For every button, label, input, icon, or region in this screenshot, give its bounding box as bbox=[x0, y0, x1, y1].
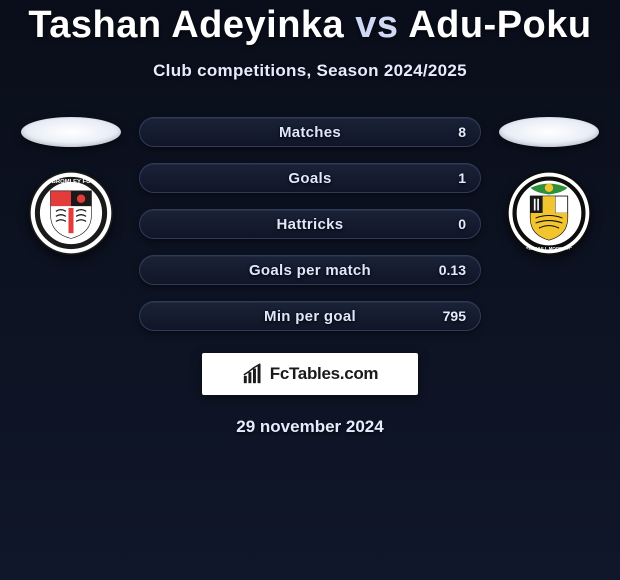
svg-text:SOLIHULL MOORS FC: SOLIHULL MOORS FC bbox=[526, 246, 573, 251]
stat-label: Matches bbox=[279, 124, 341, 141]
right-column: SOLIHULL MOORS FC bbox=[499, 117, 599, 255]
player1-name: Tashan Adeyinka bbox=[28, 4, 344, 46]
player2-name: Adu-Poku bbox=[408, 4, 591, 46]
player1-photo-placeholder bbox=[21, 117, 121, 147]
left-column: BROMLEY FC bbox=[21, 117, 121, 255]
left-club-badge: BROMLEY FC bbox=[29, 171, 113, 255]
stat-row-matches: Matches 8 bbox=[139, 117, 481, 147]
page-title: Tashan Adeyinka vs Adu-Poku bbox=[28, 4, 591, 47]
stat-label: Hattricks bbox=[277, 216, 344, 233]
bar-chart-icon bbox=[242, 363, 264, 385]
vs-word: vs bbox=[355, 4, 398, 46]
stat-row-hattricks: Hattricks 0 bbox=[139, 209, 481, 239]
stat-label: Min per goal bbox=[264, 308, 356, 325]
date-line: 29 november 2024 bbox=[236, 417, 383, 437]
comparison-card: Tashan Adeyinka vs Adu-Poku Club competi… bbox=[0, 0, 620, 437]
main-row: BROMLEY FC Matches 8 Goals 1 Hattri bbox=[0, 117, 620, 331]
player2-photo-placeholder bbox=[499, 117, 599, 147]
stat-value-right: 0.13 bbox=[439, 262, 466, 278]
stat-value-right: 795 bbox=[443, 308, 466, 324]
brand-box: FcTables.com bbox=[202, 353, 418, 395]
brand-text: FcTables.com bbox=[270, 364, 379, 384]
subtitle: Club competitions, Season 2024/2025 bbox=[153, 61, 467, 81]
svg-text:BROMLEY FC: BROMLEY FC bbox=[52, 179, 91, 185]
stat-row-goals-per-match: Goals per match 0.13 bbox=[139, 255, 481, 285]
stat-row-goals: Goals 1 bbox=[139, 163, 481, 193]
stat-row-min-per-goal: Min per goal 795 bbox=[139, 301, 481, 331]
stat-value-right: 1 bbox=[458, 170, 466, 186]
stat-label: Goals per match bbox=[249, 262, 371, 279]
right-club-badge: SOLIHULL MOORS FC bbox=[507, 171, 591, 255]
stat-label: Goals bbox=[288, 170, 331, 187]
stats-column: Matches 8 Goals 1 Hattricks 0 Goals per … bbox=[139, 117, 481, 331]
stat-value-right: 0 bbox=[458, 216, 466, 232]
stat-value-right: 8 bbox=[458, 124, 466, 140]
